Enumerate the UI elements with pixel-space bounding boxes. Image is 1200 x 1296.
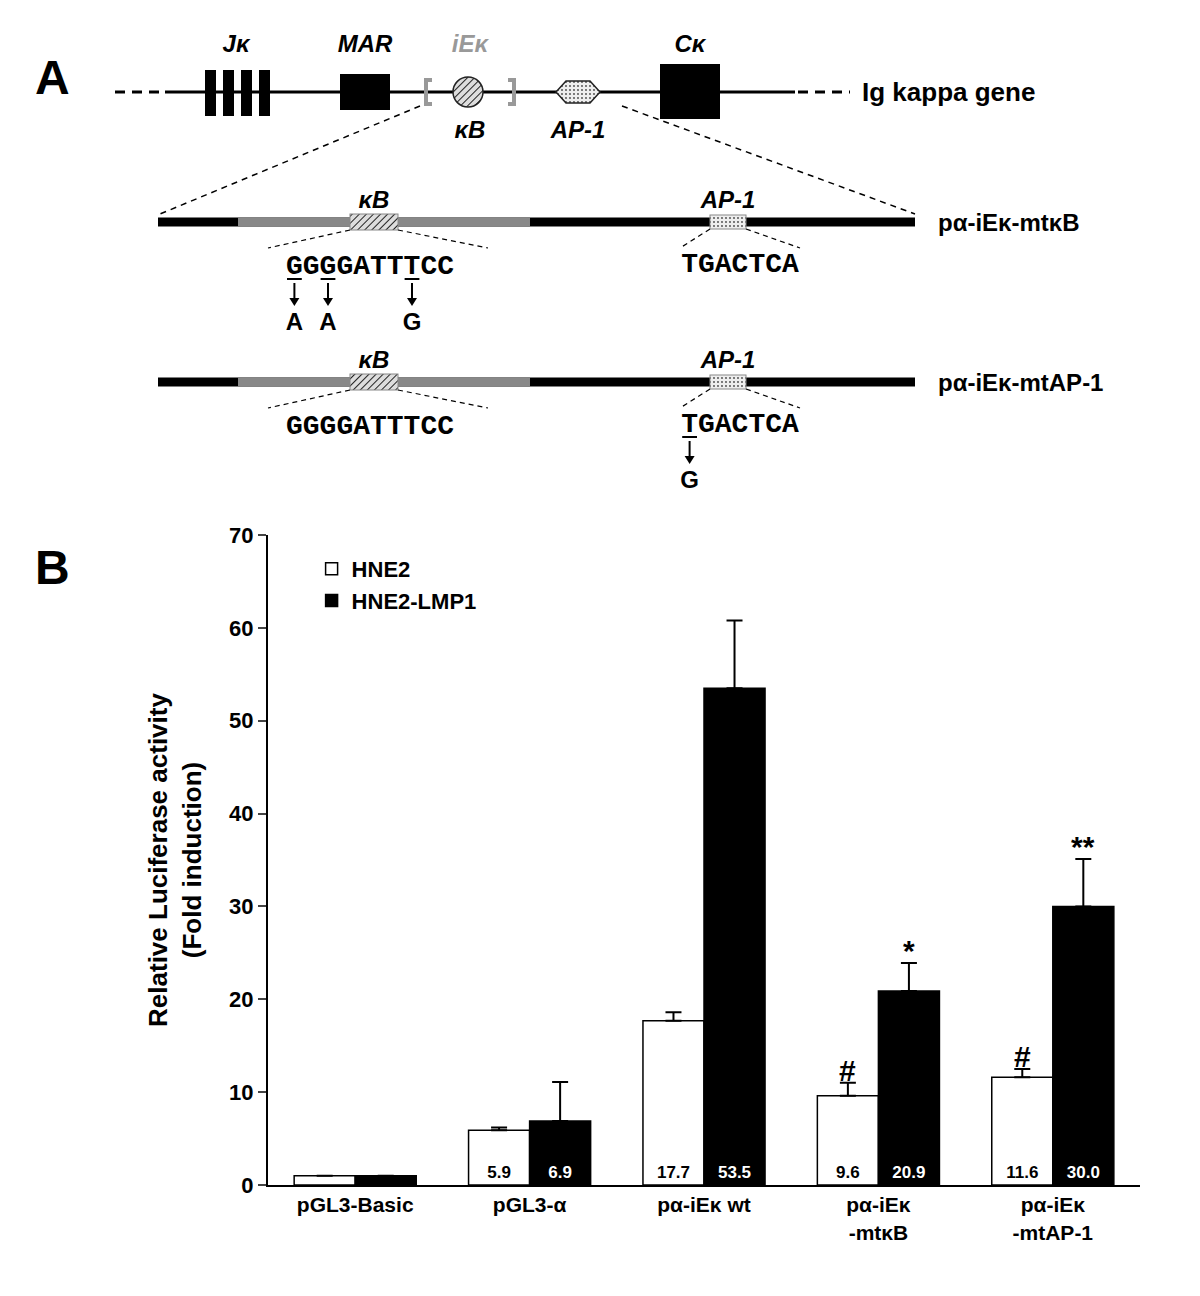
svg-text:20.9: 20.9	[892, 1163, 925, 1182]
svg-text:TGACTCA: TGACTCA	[681, 249, 799, 280]
svg-text:AP-1: AP-1	[700, 186, 756, 213]
svg-text:Ig kappa gene: Ig kappa gene	[862, 77, 1035, 107]
svg-text:60: 60	[229, 616, 253, 641]
svg-text:5.9: 5.9	[487, 1163, 511, 1182]
svg-text:pα-iEκ-mtκB: pα-iEκ-mtκB	[846, 1193, 911, 1243]
svg-text:20: 20	[229, 987, 253, 1012]
svg-text:6.9: 6.9	[548, 1163, 572, 1182]
svg-text:pα-iEκ-mtAP-1: pα-iEκ-mtAP-1	[1013, 1193, 1094, 1243]
svg-text:53.5: 53.5	[718, 1163, 751, 1182]
svg-text:17.7: 17.7	[657, 1163, 690, 1182]
svg-text:9.6: 9.6	[836, 1163, 860, 1182]
svg-text:pGL3-Basic: pGL3-Basic	[297, 1193, 414, 1216]
svg-text:G: G	[403, 308, 422, 335]
svg-text:AP-1: AP-1	[550, 116, 606, 143]
svg-text:Cκ: Cκ	[675, 30, 707, 57]
svg-text:G: G	[680, 466, 699, 493]
svg-text:30.0: 30.0	[1067, 1163, 1100, 1182]
svg-text:Relative Luciferase activity(F: Relative Luciferase activity(Fold induct…	[143, 693, 207, 1027]
svg-text:#: #	[1014, 1040, 1031, 1073]
html-text:A: A	[35, 51, 70, 104]
svg-text:pα-iEκ wt: pα-iEκ wt	[657, 1193, 750, 1216]
svg-text:10: 10	[229, 1080, 253, 1105]
svg-text:HNE2: HNE2	[352, 557, 411, 582]
svg-text:iEκ: iEκ	[452, 30, 490, 57]
svg-text:pGL3-α: pGL3-α	[493, 1193, 567, 1216]
svg-text:TGACTCA: TGACTCA	[681, 409, 799, 440]
svg-text:κB: κB	[359, 346, 390, 373]
svg-text:HNE2-LMP1: HNE2-LMP1	[352, 589, 477, 614]
svg-text:#: #	[839, 1054, 856, 1087]
svg-text:30: 30	[229, 894, 253, 919]
svg-text:11.6: 11.6	[1006, 1163, 1038, 1182]
svg-text:A: A	[319, 308, 336, 335]
svg-text:70: 70	[229, 523, 253, 548]
svg-text:40: 40	[229, 801, 253, 826]
svg-text:Jκ: Jκ	[223, 30, 251, 57]
svg-text:pα-iEκ-mtκB: pα-iEκ-mtκB	[938, 209, 1080, 236]
svg-text:A: A	[286, 308, 303, 335]
svg-text:GGGGATTTCC: GGGGATTTCC	[286, 251, 454, 282]
svg-text:MAR: MAR	[338, 30, 393, 57]
svg-text:GGGGATTTCC: GGGGATTTCC	[286, 411, 454, 442]
svg-text:κB: κB	[359, 186, 390, 213]
html-text:B: B	[35, 541, 70, 594]
svg-text:AP-1: AP-1	[700, 346, 756, 373]
svg-text:pα-iEκ-mtAP-1: pα-iEκ-mtAP-1	[938, 369, 1103, 396]
svg-text:0: 0	[241, 1173, 253, 1198]
svg-text:**: **	[1071, 830, 1095, 863]
svg-text:κB: κB	[455, 116, 486, 143]
svg-text:50: 50	[229, 708, 253, 733]
svg-text:*: *	[903, 934, 915, 967]
